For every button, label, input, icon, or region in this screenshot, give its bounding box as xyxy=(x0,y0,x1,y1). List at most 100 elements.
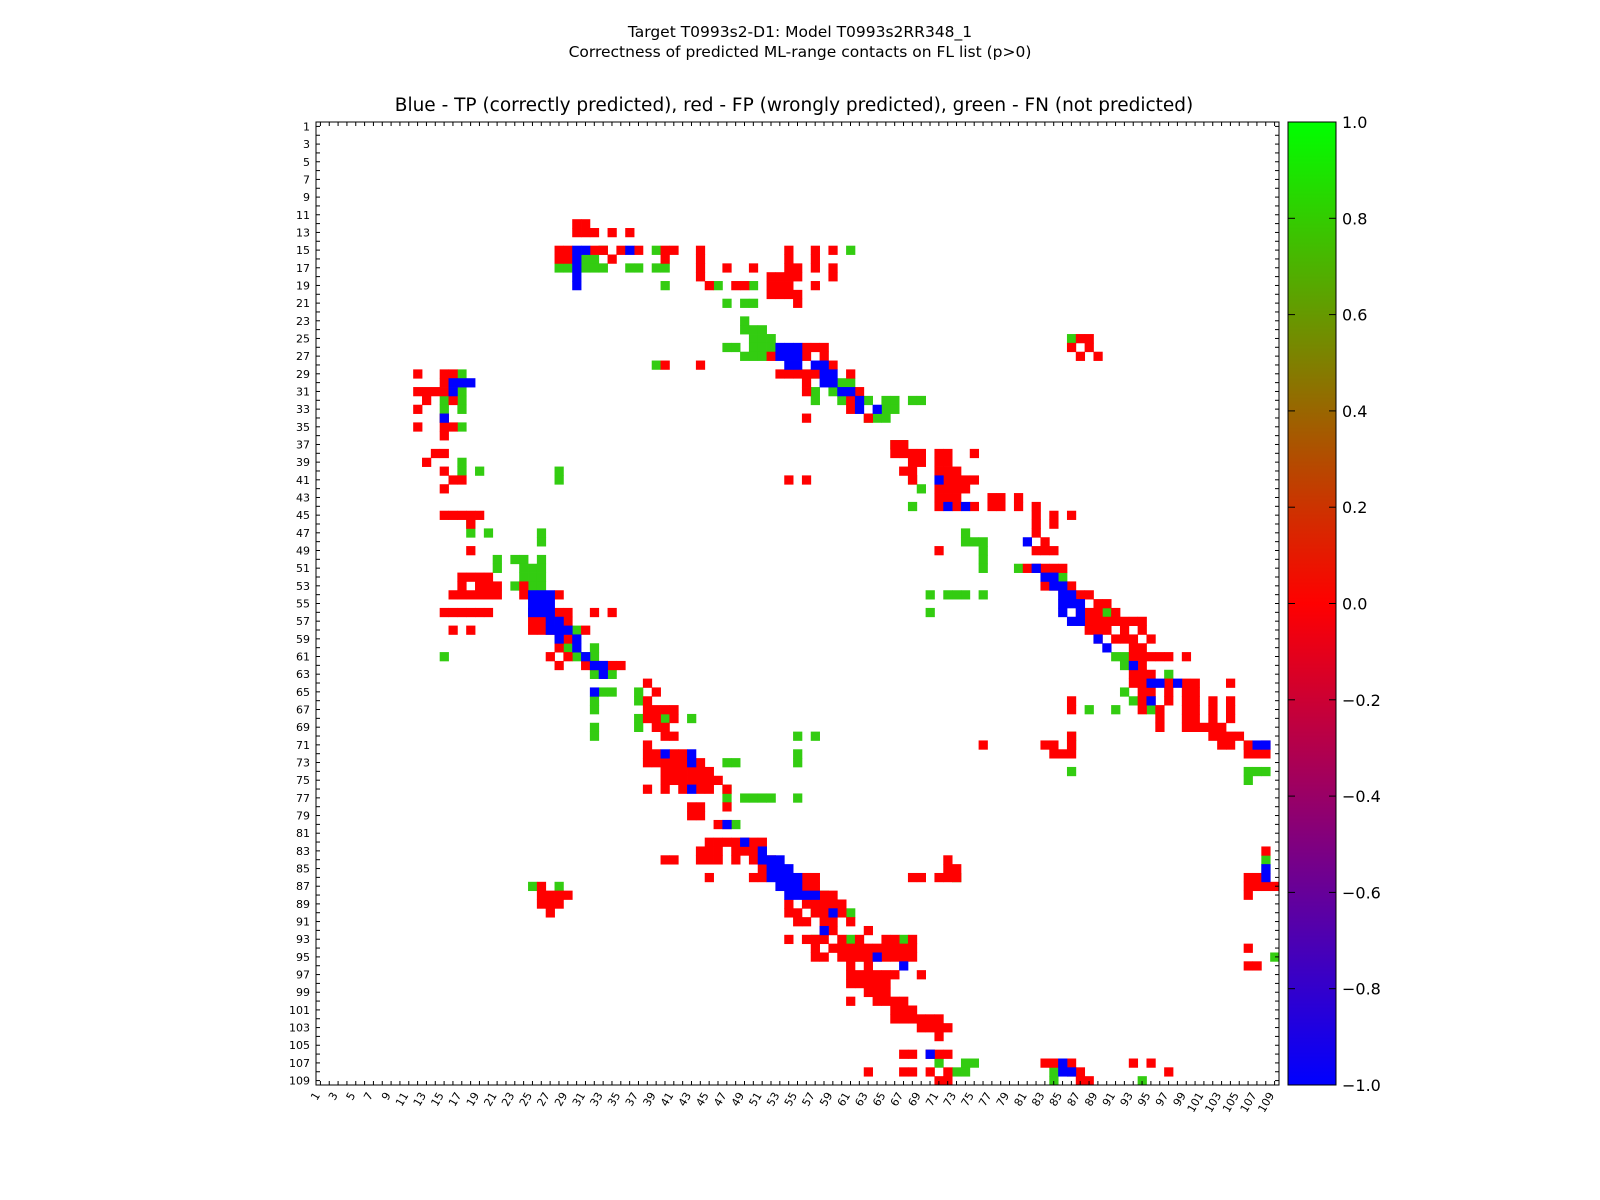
x-tick-label: 81 xyxy=(1012,1090,1030,1109)
cell-fp xyxy=(943,864,953,874)
cell-fp xyxy=(545,908,555,918)
cell-fp xyxy=(784,263,794,273)
cell-tp xyxy=(1066,590,1077,600)
cell-fp xyxy=(890,996,900,1006)
cell-tp xyxy=(819,925,829,936)
cell-fn xyxy=(969,537,980,547)
cell-fp xyxy=(837,943,847,953)
cell-tp xyxy=(545,599,555,609)
cell-fn xyxy=(1013,563,1024,573)
cell-fp xyxy=(1164,696,1174,706)
x-tick-label: 89 xyxy=(1082,1090,1100,1109)
cell-fp xyxy=(1208,713,1218,724)
cell-fn xyxy=(589,254,600,264)
cell-tp xyxy=(1075,599,1086,609)
cell-fp xyxy=(581,219,591,229)
cell-fp xyxy=(872,943,882,953)
cell-fp xyxy=(554,643,564,653)
cell-fn xyxy=(1146,705,1156,715)
cell-fp xyxy=(828,925,838,936)
cell-fp xyxy=(890,943,900,953)
cell-fp xyxy=(1093,616,1103,626)
cell-tp xyxy=(1155,678,1165,688)
cell-fp xyxy=(925,1014,935,1024)
cell-fp xyxy=(899,1049,909,1059)
cell-tp xyxy=(625,245,635,255)
x-tick-label: 59 xyxy=(817,1090,835,1109)
cell-fn xyxy=(589,263,600,273)
cell-tp xyxy=(1058,607,1068,618)
cell-fp xyxy=(695,775,706,786)
x-tick-label: 57 xyxy=(800,1090,818,1109)
cell-fp xyxy=(969,475,980,485)
x-tick-label: 101 xyxy=(1185,1090,1207,1115)
cell-fn xyxy=(457,422,467,432)
cell-fp xyxy=(669,705,679,715)
cell-fn xyxy=(483,528,494,538)
cell-fp xyxy=(1225,678,1236,688)
cell-fp xyxy=(1137,705,1147,715)
cell-fp xyxy=(793,908,803,918)
cell-fp xyxy=(563,634,573,644)
cell-fp xyxy=(457,607,467,618)
cell-tp xyxy=(934,475,944,485)
cell-fp xyxy=(863,970,873,980)
cell-fp xyxy=(907,952,918,962)
y-tick-label: 7 xyxy=(303,173,310,186)
cell-fn xyxy=(1102,607,1112,618)
cell-fp xyxy=(554,607,564,618)
cell-fp xyxy=(881,970,891,980)
cell-fp xyxy=(713,837,723,847)
cell-fp xyxy=(934,1076,944,1086)
cell-fp xyxy=(916,872,926,883)
cell-fp xyxy=(916,1014,926,1024)
cell-fp xyxy=(1137,669,1147,679)
cell-fp xyxy=(819,890,829,900)
cell-fn xyxy=(846,934,856,945)
y-tick-label: 1 xyxy=(303,120,310,133)
cell-fp xyxy=(439,387,449,397)
y-tick-label: 87 xyxy=(296,880,310,893)
cell-fp xyxy=(1040,740,1050,750)
cell-fn xyxy=(748,325,759,335)
x-tick-label: 83 xyxy=(1029,1090,1047,1109)
cell-fp xyxy=(1181,687,1192,697)
cell-fn xyxy=(722,793,732,803)
y-tick-label: 59 xyxy=(296,633,310,646)
cell-fp xyxy=(934,1023,944,1033)
colorbar-tick-label: 0.4 xyxy=(1342,402,1367,421)
y-tick-label: 33 xyxy=(296,403,310,416)
x-tick-label: 87 xyxy=(1065,1090,1083,1109)
cell-tp xyxy=(801,890,812,900)
cell-fp xyxy=(899,448,909,459)
cell-fn xyxy=(952,1067,962,1077)
x-tick-label: 25 xyxy=(517,1090,535,1109)
cell-fp xyxy=(907,1067,918,1077)
cell-fp xyxy=(1146,669,1156,679)
cell-fn xyxy=(881,395,891,406)
x-tick-label: 85 xyxy=(1047,1090,1065,1109)
cell-fp xyxy=(1058,563,1068,573)
x-tick-label: 99 xyxy=(1171,1090,1189,1109)
cell-fp xyxy=(1066,749,1077,759)
cell-fp xyxy=(960,475,971,485)
cell-fp xyxy=(651,722,661,732)
cell-fp xyxy=(934,493,944,503)
cell-fp xyxy=(466,572,476,582)
y-tick-label: 3 xyxy=(303,138,310,151)
cell-fp xyxy=(793,369,803,379)
cell-fn xyxy=(439,652,449,662)
cell-tp xyxy=(545,607,555,618)
cell-fp xyxy=(934,1031,944,1042)
cell-fn xyxy=(607,687,617,697)
cell-fp xyxy=(1031,528,1041,538)
x-tick-label: 79 xyxy=(994,1090,1012,1109)
cell-fp xyxy=(731,846,741,856)
cell-fn xyxy=(748,793,759,803)
cell-fp xyxy=(651,705,661,715)
cell-fp xyxy=(819,908,829,918)
cell-fp xyxy=(660,855,670,865)
cell-fp xyxy=(660,245,670,255)
cell-fp xyxy=(748,872,759,883)
cell-fp xyxy=(1146,687,1156,697)
